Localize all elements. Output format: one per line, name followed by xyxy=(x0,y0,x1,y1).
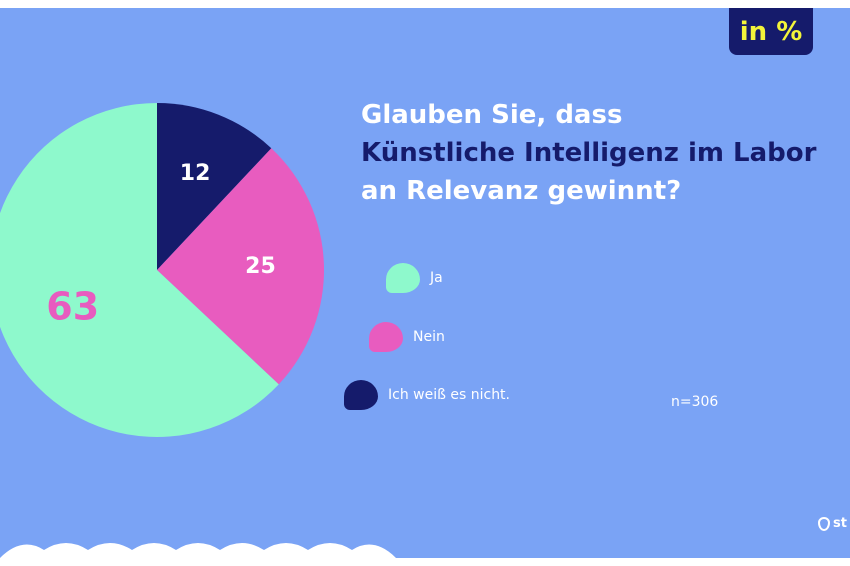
unit-badge: in % xyxy=(729,8,813,55)
sample-size: n=306 xyxy=(671,394,719,410)
pie-value-label: 12 xyxy=(180,161,211,186)
title-line-3: an Relevanz gewinnt? xyxy=(361,176,682,206)
logo-text: st xyxy=(833,516,847,531)
legend-swatch-weiss-nicht xyxy=(344,380,378,410)
pie-value-label: 25 xyxy=(245,254,276,279)
brand-logo: st xyxy=(818,516,847,531)
pie-chart: 12 25 63 xyxy=(0,103,325,437)
chart-title: Glauben Sie, dass Künstliche Intelligenz… xyxy=(361,96,816,210)
legend-item-nein: Nein xyxy=(369,322,445,352)
pie-slice-ich-wei-es-nicht xyxy=(157,103,272,270)
legend-label-weiss-nicht: Ich weiß es nicht. xyxy=(388,387,511,403)
drop-logo-icon xyxy=(818,516,830,531)
title-line-2: Künstliche Intelligenz im Labor xyxy=(361,138,817,168)
legend-swatch-ja xyxy=(386,263,420,293)
pie-value-label: 63 xyxy=(46,284,99,328)
legend-label-ja: Ja xyxy=(430,270,443,286)
wave-decoration xyxy=(0,543,396,558)
pie-slice-nein xyxy=(157,148,325,385)
chart-card: in % 12 25 63 Glauben Sie, dass Künstliche… xyxy=(0,8,850,558)
legend-item-weiss-nicht: Ich weiß es nicht. xyxy=(344,380,510,410)
pie-slice-ja xyxy=(0,103,279,437)
title-line-1: Glauben Sie, dass xyxy=(361,100,623,130)
legend-label-nein: Nein xyxy=(413,329,445,345)
legend-swatch-nein xyxy=(369,322,403,352)
legend-item-ja: Ja xyxy=(386,263,443,293)
